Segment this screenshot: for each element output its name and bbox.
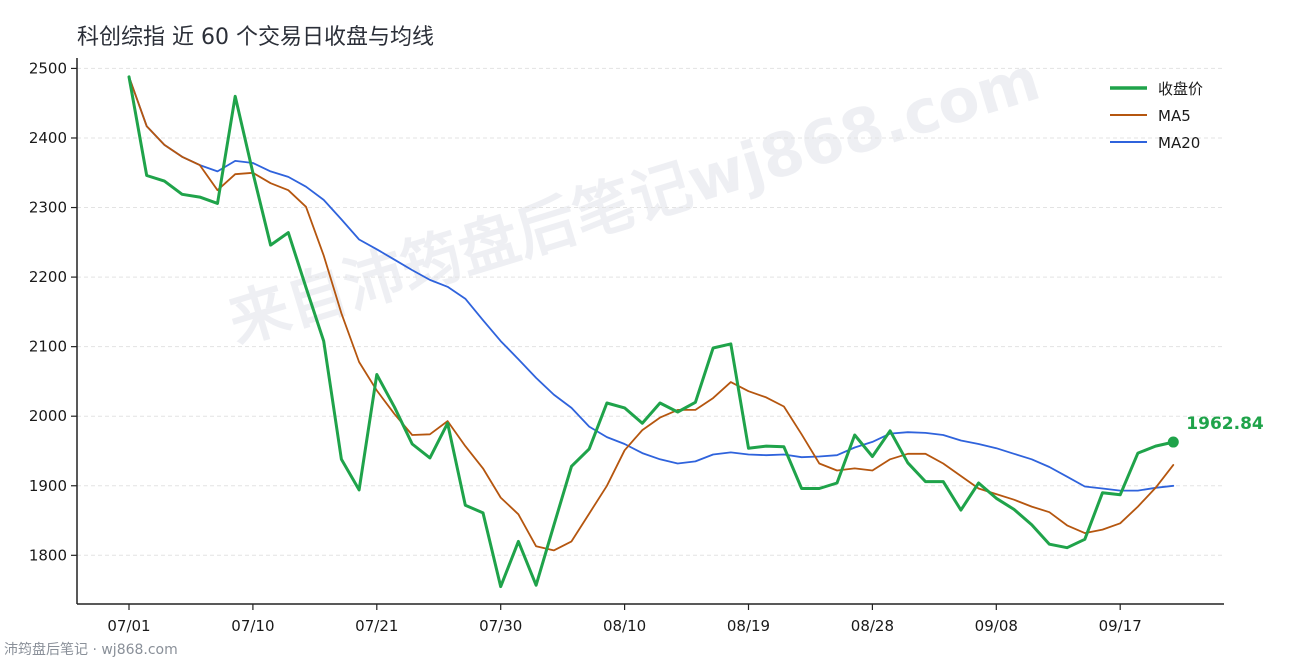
legend-label-ma20: MA20 (1158, 134, 1200, 152)
y-tick-label: 2400 (29, 129, 67, 147)
x-tick-label: 07/21 (355, 617, 398, 635)
y-tick-label: 2500 (29, 59, 67, 77)
series: 1962.84 (127, 75, 1264, 589)
y-tick-label: 1800 (29, 546, 67, 564)
legend-label-close: 收盘价 (1158, 80, 1203, 98)
y-tick-label: 2200 (29, 268, 67, 286)
footer-text: 沛筠盘后笔记 · wj868.com (4, 641, 178, 658)
grid-lines (77, 67, 1224, 556)
last-close-point (1167, 436, 1179, 448)
x-tick-label: 09/17 (1099, 617, 1142, 635)
x-tick-label: 07/10 (231, 617, 274, 635)
watermark-text: 来自沛筠盘后笔记wj868.com (221, 44, 1048, 358)
x-tick-label: 08/10 (603, 617, 646, 635)
legend-label-ma5: MA5 (1158, 107, 1191, 125)
series-line-ma20 (128, 75, 1175, 492)
y-tick-label: 2300 (29, 199, 67, 217)
y-tick-label: 2100 (29, 338, 67, 356)
y-ticks: 1800 1900 2000 2100 2200 2300 2400 2500 (29, 59, 77, 564)
x-tick-label: 09/08 (975, 617, 1018, 635)
axes (76, 58, 1224, 605)
y-tick-label: 1900 (29, 477, 67, 495)
series-line-ma5 (128, 75, 1175, 552)
y-tick-label: 2000 (29, 407, 67, 425)
x-tick-label: 07/30 (479, 617, 522, 635)
x-tick-label: 08/19 (727, 617, 770, 635)
legend: 收盘价 MA5 MA20 (1110, 80, 1203, 152)
watermark: 来自沛筠盘后笔记wj868.com (221, 44, 1048, 358)
chart-title: 科创综指 近 60 个交易日收盘与均线 (77, 25, 434, 50)
x-tick-label: 07/01 (107, 617, 150, 635)
last-close-label: 1962.84 (1186, 414, 1264, 434)
x-ticks: 07/01 07/10 07/21 07/30 08/10 08/19 08/28 09/08… (107, 604, 1142, 635)
x-tick-label: 08/28 (851, 617, 894, 635)
series-line-close (127, 75, 1175, 589)
